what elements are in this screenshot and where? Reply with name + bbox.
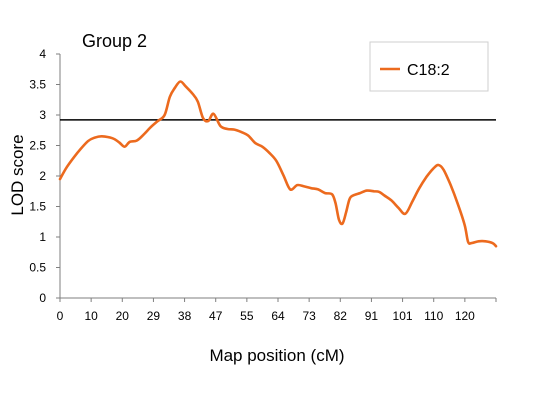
y-tick-label: 1.5: [29, 200, 46, 214]
x-tick-label: 0: [57, 309, 64, 323]
legend: C18:2: [369, 41, 489, 92]
x-tick-label: 91: [365, 309, 379, 323]
x-tick-label: 101: [393, 309, 413, 323]
series-line-c18-2: [58, 80, 498, 248]
y-tick-label: 3: [39, 108, 46, 122]
y-tick-label: 1: [39, 230, 46, 244]
x-tick-label: 38: [178, 309, 192, 323]
x-tick-label: 120: [455, 309, 475, 323]
y-tick-label: 2: [39, 169, 46, 183]
x-tick-label: 73: [302, 309, 316, 323]
legend-box: [369, 41, 489, 92]
x-tick-label: 47: [209, 309, 223, 323]
x-tick-label: 64: [271, 309, 285, 323]
y-axis-label: LOD score: [8, 134, 27, 215]
x-tick-label: 20: [116, 309, 130, 323]
plot-area: 0 0.5 1 1.5 2 2.5 3 3.5 4 0 10 20 29 38 47 55 64 73 82 91 10…: [29, 47, 498, 323]
y-tick-label: 3.5: [29, 78, 46, 92]
legend-label-c18-2: C18:2: [407, 62, 450, 79]
x-axis-label: Map position (cM): [209, 346, 344, 365]
x-tick-label: 10: [84, 309, 98, 323]
x-tick-label: 55: [240, 309, 254, 323]
y-tick-label: 0.5: [29, 261, 46, 275]
chart-title: Group 2: [82, 31, 147, 51]
y-tick-label: 2.5: [29, 139, 46, 153]
x-tick-label: 110: [424, 309, 443, 323]
y-tick-label: 4: [39, 47, 46, 61]
x-tick-label: 82: [334, 309, 348, 323]
x-tick-label: 29: [147, 309, 161, 323]
y-tick-label: 0: [39, 291, 46, 305]
